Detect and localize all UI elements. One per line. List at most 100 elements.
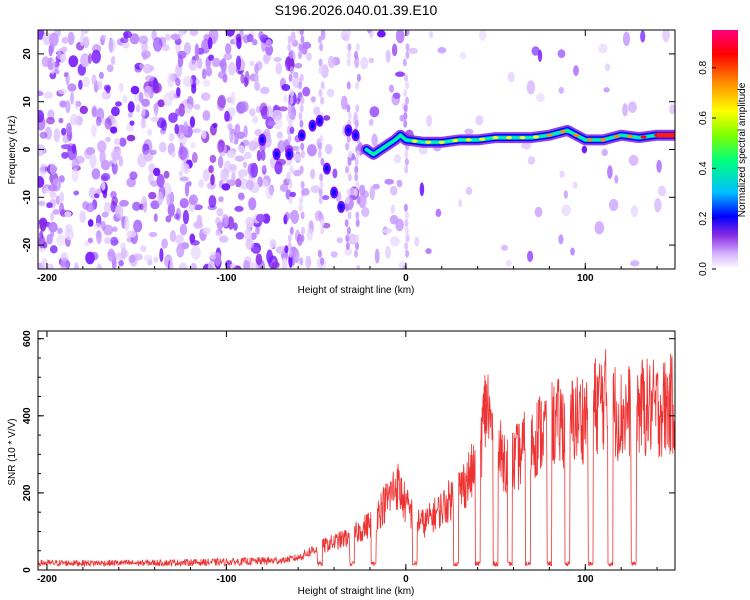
y-tick-label: 10 [22,96,33,108]
noise-blob [336,237,343,244]
noise-blob [150,116,159,122]
noise-blob [179,176,189,182]
snr-ylabel: SNR (10 * V/V) [7,418,18,485]
noise-blob [39,162,46,178]
streak-blob [300,180,305,189]
noise-blob [391,43,398,57]
noise-blob [48,184,58,192]
noise-blob [630,205,639,218]
noise-blob [103,201,111,215]
streak-blob [404,165,409,174]
streak-blob [319,180,324,189]
noise-blob [609,198,619,212]
noise-blob [171,151,176,158]
noise-blob [136,104,141,113]
noise-blob [246,179,254,191]
noise-blob [558,86,565,94]
noise-blob [501,244,509,251]
streak-blob [300,150,305,159]
noise-blob [206,65,211,74]
noise-blob [240,73,245,84]
ridge-hotspot [640,135,647,139]
noise-blob [210,174,215,186]
noise-blob [395,30,405,44]
noise-blob [310,168,316,180]
noise-blob [242,139,250,147]
x-tick-label: 100 [577,574,594,585]
noise-blob [248,197,257,211]
streak-blob [346,226,351,235]
streak-blob [298,203,303,212]
noise-blob [208,195,217,208]
noise-blob [88,53,92,64]
noise-blob [605,63,611,72]
noise-blob [359,184,366,195]
x-tick-label: 0 [403,273,409,284]
ridge-hotspot [492,136,499,140]
streak-blob [403,203,408,212]
noise-blob [250,246,260,253]
noise-blob [53,128,61,143]
noise-blob [163,92,173,107]
noise-blob [49,71,57,80]
noise-blob [178,146,188,161]
ridge-fragment-core [332,189,337,196]
streak-blob [345,242,350,251]
noise-blob [202,227,211,235]
streak-blob [287,234,292,243]
streak-blob [353,188,358,197]
noise-blob [142,63,153,74]
noise-blob [217,155,224,169]
noise-blob [259,102,268,116]
noise-blob [96,263,103,269]
noise-blob [174,123,179,135]
colorbar: 0.0 0.2 0.4 0.6 0.8 Normalized spectral ampl… [698,30,748,276]
noise-blob [202,168,210,182]
streak-blob [346,58,351,67]
noise-blob [276,131,283,139]
colorbar-tick-label: 0.8 [698,60,709,74]
streak-blob [344,219,349,228]
noise-blob [209,154,217,164]
noise-blob [182,209,189,225]
noise-blob [150,200,160,210]
streak-blob [320,81,325,90]
noise-blob [120,247,127,260]
noise-blob [129,120,135,126]
noise-blob [229,164,237,171]
noise-blob [265,44,274,56]
streak-blob [347,211,352,220]
noise-blob [173,213,180,220]
streak-blob [287,135,292,143]
noise-blob [114,205,120,214]
noise-blob [67,31,75,46]
noise-blob [85,202,95,213]
spectrogram-ylabel: Frequency (Hz) [7,116,18,185]
noise-blob [239,178,249,190]
noise-blob [253,137,259,148]
noise-blob [330,251,338,258]
streak-blob [347,173,352,182]
noise-blob [148,231,158,238]
streak-blob [319,135,324,143]
streak-blob [404,242,409,251]
noise-blob [367,30,372,34]
noise-blob [70,91,74,105]
streak-blob [290,89,294,98]
noise-blob [284,211,290,222]
noise-blob [563,190,569,199]
streak-blob [356,265,361,269]
noise-blob [49,191,57,199]
noise-blob [259,86,270,95]
noise-blob [212,122,218,129]
noise-blob [561,204,571,217]
noise-blob [176,87,181,97]
streak-blob [355,219,360,228]
streak-blob [355,211,360,220]
noise-blob [368,118,374,126]
noise-blob [152,37,163,52]
noise-blob [211,57,221,68]
noise-blob [97,140,107,153]
noise-blob [201,130,207,140]
